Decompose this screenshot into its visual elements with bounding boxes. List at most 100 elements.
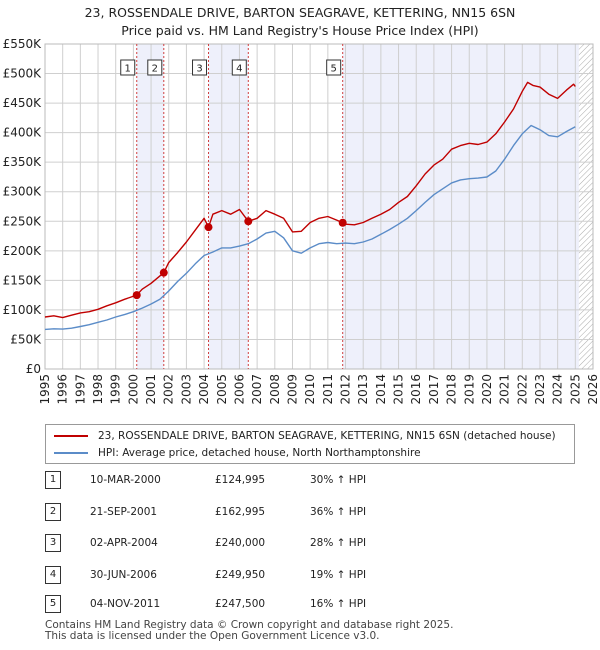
x-tick-label: 2002 — [162, 374, 176, 405]
sale-number-box — [231, 59, 247, 76]
x-tick-label: 1995 — [38, 374, 52, 405]
y-tick-label: £100K — [3, 303, 43, 317]
chart-title: 23, ROSSENDALE DRIVE, BARTON SEAGRAVE, K… — [0, 4, 600, 40]
x-tick-label: 2025 — [568, 374, 582, 405]
sale-date: 02-APR-2004 — [90, 537, 158, 549]
y-tick-label: £50K — [10, 332, 42, 346]
sale-price: £162,995 — [215, 506, 266, 518]
sale-row: 4 30-JUN-2006 £249,950 19% ↑ HPI — [45, 566, 445, 584]
sale-point — [159, 268, 168, 277]
x-tick-label: 1996 — [56, 374, 70, 405]
sale-date: 21-SEP-2001 — [90, 506, 158, 518]
x-tick-label: 2018 — [445, 374, 459, 405]
y-tick-label: £0 — [26, 362, 41, 376]
x-tick-label: 2006 — [232, 374, 246, 405]
sale-number-label: 1 — [125, 64, 131, 75]
sale-price: £124,995 — [215, 474, 266, 486]
x-tick-label: 2024 — [551, 374, 565, 405]
x-tick-label: 2004 — [197, 374, 211, 405]
x-tick-label: 2020 — [480, 374, 494, 405]
x-tick-label: 2022 — [515, 374, 529, 405]
footer-line-1: Contains HM Land Registry data © Crown c… — [45, 619, 454, 631]
x-tick-label: 2005 — [215, 374, 229, 405]
sale-number: 4 — [45, 566, 61, 584]
x-tick-label: 2010 — [303, 374, 317, 405]
sale-point — [204, 223, 213, 232]
x-tick-label: 2023 — [533, 374, 547, 405]
chart-legend: 23, ROSSENDALE DRIVE, BARTON SEAGRAVE, K… — [45, 424, 575, 464]
x-tick-label: 2001 — [144, 374, 158, 405]
shaded-period — [208, 44, 249, 369]
sale-price: £240,000 — [215, 537, 266, 549]
x-tick-label: 2012 — [339, 374, 353, 405]
x-tick-label: 2014 — [374, 374, 388, 405]
x-tick-label: 2007 — [250, 374, 264, 405]
y-tick-label: £400K — [3, 126, 43, 140]
hpi-line — [44, 124, 576, 331]
sale-point — [244, 217, 253, 226]
title-line-2: Price paid vs. HM Land Registry's House … — [121, 23, 479, 38]
sale-price: £249,950 — [215, 569, 266, 581]
x-tick-label: 1998 — [91, 374, 105, 405]
sale-number-label: 4 — [236, 64, 242, 75]
sale-row: 5 04-NOV-2011 £247,500 16% ↑ HPI — [45, 595, 445, 613]
x-tick-label: 2013 — [356, 374, 370, 405]
sale-number-label: 5 — [331, 64, 337, 75]
sale-hpi-change: 16% ↑ HPI — [310, 598, 367, 610]
y-tick-label: £500K — [3, 67, 43, 81]
y-tick-label: £150K — [3, 273, 43, 287]
plot-frame — [44, 43, 594, 370]
x-tick-label: 1999 — [109, 374, 123, 405]
x-tick-label: 2015 — [392, 374, 406, 405]
sale-number: 5 — [45, 595, 61, 613]
legend-item-property: 23, ROSSENDALE DRIVE, BARTON SEAGRAVE, K… — [54, 428, 556, 444]
sale-number-label: 3 — [196, 64, 202, 75]
legend-swatch-property — [54, 435, 88, 437]
footer-attribution: Contains HM Land Registry data © Crown c… — [45, 620, 453, 642]
shaded-period — [342, 44, 579, 369]
forecast-hatch — [578, 44, 593, 369]
legend-item-hpi: HPI: Average price, detached house, Nort… — [54, 445, 421, 461]
x-tick-label: 2026 — [586, 374, 600, 405]
y-tick-label: £550K — [3, 37, 43, 51]
sale-number: 3 — [45, 534, 61, 552]
sale-number: 2 — [45, 503, 61, 521]
sale-number-label: 2 — [152, 64, 158, 75]
legend-label-property: 23, ROSSENDALE DRIVE, BARTON SEAGRAVE, K… — [98, 430, 556, 442]
sale-number: 1 — [45, 471, 61, 489]
sale-date: 04-NOV-2011 — [90, 598, 161, 610]
sale-number-box — [192, 59, 208, 76]
sale-number-box — [120, 59, 136, 76]
price-chart: 1 2 3 4 5 £0 £50K £100K £150K £200K £250K £300K £35… — [3, 37, 600, 405]
sale-date: 30-JUN-2006 — [90, 569, 157, 581]
sale-point — [338, 218, 347, 227]
sale-row: 2 21-SEP-2001 £162,995 36% ↑ HPI — [45, 503, 445, 521]
y-tick-label: £200K — [3, 244, 43, 258]
y-tick-label: £450K — [3, 96, 43, 110]
x-tick-label: 1997 — [73, 374, 87, 405]
property-price-line — [44, 81, 576, 319]
y-tick-label: £250K — [3, 214, 43, 228]
x-tick-label: 2011 — [321, 374, 335, 405]
sale-hpi-change: 30% ↑ HPI — [310, 474, 367, 486]
sale-hpi-change: 36% ↑ HPI — [310, 506, 367, 518]
footer-line-2: This data is licensed under the Open Gov… — [45, 630, 380, 642]
sale-hpi-change: 28% ↑ HPI — [310, 537, 367, 549]
legend-label-hpi: HPI: Average price, detached house, Nort… — [98, 447, 421, 459]
title-line-1: 23, ROSSENDALE DRIVE, BARTON SEAGRAVE, K… — [84, 5, 516, 20]
y-tick-label: £350K — [3, 155, 43, 169]
sale-number-box — [147, 59, 163, 76]
sale-point — [132, 291, 141, 300]
x-tick-label: 2017 — [427, 374, 441, 405]
x-tick-label: 2016 — [409, 374, 423, 405]
x-tick-label: 2003 — [179, 374, 193, 405]
y-tick-label: £300K — [3, 185, 43, 199]
x-tick-label: 2021 — [498, 374, 512, 405]
sale-price: £247,500 — [215, 598, 266, 610]
shaded-period — [136, 44, 164, 369]
sale-date: 10-MAR-2000 — [90, 474, 161, 486]
x-tick-label: 2009 — [285, 374, 299, 405]
x-tick-label: 2000 — [126, 374, 140, 405]
x-tick-label: 2019 — [462, 374, 476, 405]
legend-swatch-hpi — [54, 452, 88, 454]
